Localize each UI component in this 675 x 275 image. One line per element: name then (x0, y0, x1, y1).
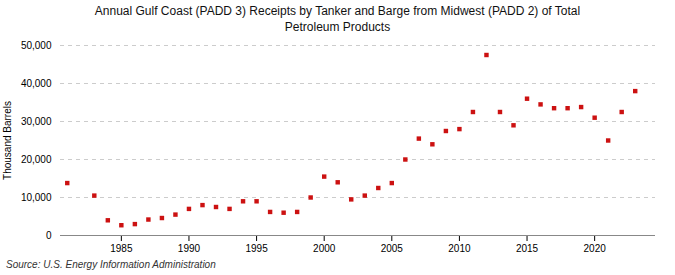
svg-text:2000: 2000 (313, 243, 336, 254)
html-text:Annual Gulf Coast (PADD 3) Rec: Annual Gulf Coast (PADD 3) Receipts by T… (94, 4, 581, 34)
svg-text:0: 0 (46, 230, 52, 241)
svg-text:20,000: 20,000 (21, 154, 52, 165)
svg-text:Thousand Barrels: Thousand Barrels (2, 101, 13, 180)
svg-text:2010: 2010 (448, 243, 471, 254)
svg-text:10,000: 10,000 (21, 192, 52, 203)
html-text:Source: U.S. Energy Informatio: Source: U.S. Energy Information Administ… (6, 259, 216, 271)
svg-text:30,000: 30,000 (21, 116, 52, 127)
svg-text:40,000: 40,000 (21, 78, 52, 89)
svg-text:1990: 1990 (178, 243, 201, 254)
svg-text:1995: 1995 (245, 243, 268, 254)
svg-text:50,000: 50,000 (21, 40, 52, 51)
svg-text:2015: 2015 (516, 243, 539, 254)
svg-text:1985: 1985 (110, 243, 133, 254)
svg-text:2020: 2020 (584, 243, 607, 254)
svg-text:2005: 2005 (381, 243, 404, 254)
